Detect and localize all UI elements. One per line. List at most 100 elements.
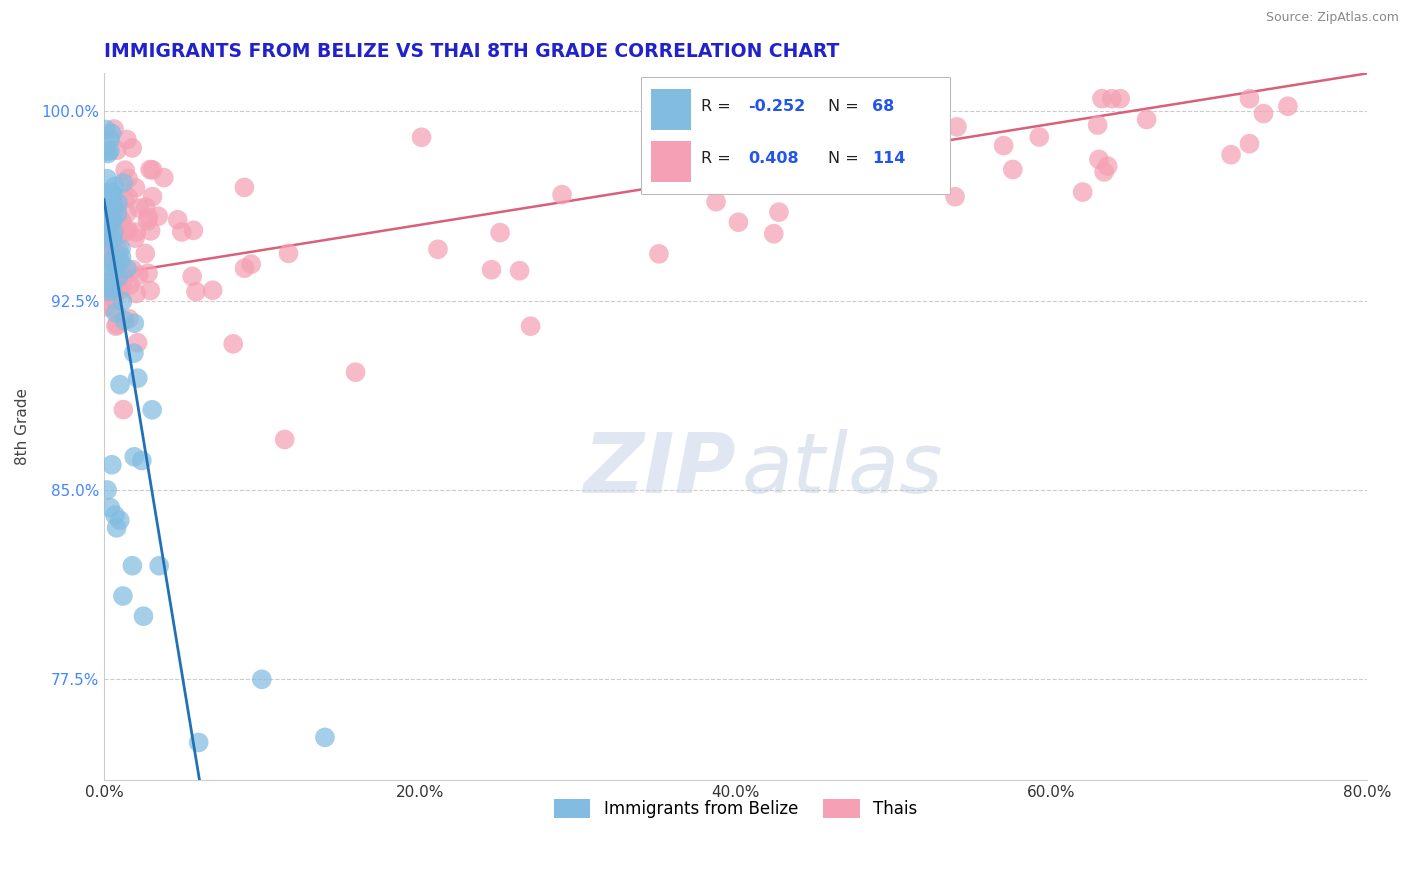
Point [146,209,169,223]
Point [121,141,143,155]
Point [519,319,541,334]
Point [94,300,117,314]
Point [105,143,128,157]
Point [111,589,134,603]
Point [94,186,117,200]
Point [166,212,188,227]
Point [103,122,125,136]
Point [104,179,127,194]
Point [100,289,122,303]
Text: 0.408: 0.408 [748,151,799,166]
Point [111,258,134,272]
Point [114,313,136,327]
Point [107,270,129,285]
Point [124,231,146,245]
Point [121,558,143,573]
Point [727,215,749,229]
Point [481,262,503,277]
Point [97,267,120,281]
Point [277,246,299,260]
Point [127,335,149,350]
Point [551,187,574,202]
Point [118,278,141,293]
Point [136,214,159,228]
Point [108,377,131,392]
Point [101,187,124,202]
Point [946,120,969,134]
Text: atlas: atlas [742,429,943,509]
Point [107,243,129,257]
Point [101,458,124,472]
Point [108,254,131,268]
Text: N =: N = [828,151,863,166]
Text: R =: R = [702,151,737,166]
Point [1001,162,1024,177]
Point [314,731,336,745]
Point [139,224,162,238]
Point [98,187,121,202]
Point [100,280,122,294]
Point [94,209,117,223]
Point [108,513,131,527]
Point [98,500,121,515]
Point [411,130,433,145]
Point [100,281,122,295]
Point [104,508,127,523]
Point [803,168,825,182]
FancyBboxPatch shape [651,141,692,182]
Point [240,257,263,271]
Point [105,521,128,535]
Point [250,673,273,687]
Point [181,269,204,284]
Point [104,306,127,320]
Point [103,201,125,215]
Point [138,211,160,225]
Point [103,253,125,268]
Point [101,301,124,315]
Point [100,279,122,293]
Point [96,483,118,497]
Point [648,247,671,261]
Point [139,284,162,298]
Point [112,402,135,417]
Point [1097,159,1119,173]
Point [105,261,128,276]
Point [101,194,124,208]
Point [127,371,149,385]
Point [125,225,148,239]
Point [100,213,122,227]
Point [1092,165,1115,179]
Legend: Immigrants from Belize, Thais: Immigrants from Belize, Thais [547,792,924,825]
Point [762,227,785,241]
Point [101,233,124,247]
Point [509,263,531,277]
Point [1087,118,1109,132]
Point [110,250,132,264]
Point [100,186,122,200]
Point [115,206,138,220]
Point [124,181,146,195]
Point [1239,136,1261,151]
Point [96,270,118,285]
Text: Source: ZipAtlas.com: Source: ZipAtlas.com [1265,11,1399,24]
Point [1101,92,1123,106]
Point [96,247,118,261]
Point [233,180,256,194]
Point [104,227,127,241]
Point [98,132,121,146]
Point [94,207,117,221]
Point [187,735,209,749]
Point [136,266,159,280]
Point [105,246,128,260]
Point [1088,153,1111,167]
FancyBboxPatch shape [641,77,950,194]
Point [96,171,118,186]
Point [98,144,121,158]
Point [704,194,727,209]
Point [101,231,124,245]
Point [943,190,966,204]
Point [131,453,153,467]
Point [118,311,141,326]
Point [184,285,207,299]
Point [101,270,124,285]
